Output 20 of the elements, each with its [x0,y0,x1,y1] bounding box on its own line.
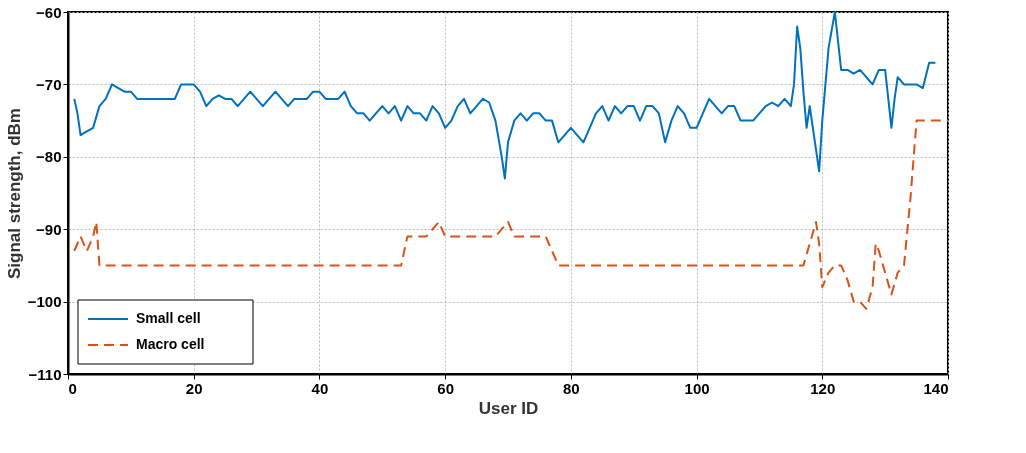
line-series [73,119,949,310]
y-tick-label: −70 [36,75,62,93]
x-axis-title: User ID [478,398,539,418]
y-tick-label: −80 [36,148,62,166]
y-tick-label: −110 [28,365,62,383]
x-tick-label: 100 [684,379,710,397]
x-tick-label: 60 [437,379,454,397]
y-tick-label: −90 [36,220,62,238]
x-tick-label: 20 [185,379,203,397]
x-tick-label: 40 [311,379,329,397]
y-tick-label: −100 [27,293,62,311]
line-series [73,11,937,180]
y-axis-title: Signal strength, dBm [4,108,24,279]
x-tick-label: 140 [923,379,949,397]
x-tick-label: 0 [68,379,77,397]
x-tick-label: 120 [810,379,836,397]
legend-label: Macro cell [136,336,205,352]
y-tick-label: −60 [36,3,62,21]
legend-label: Small cell [136,310,201,326]
x-tick-label: 80 [563,379,580,397]
